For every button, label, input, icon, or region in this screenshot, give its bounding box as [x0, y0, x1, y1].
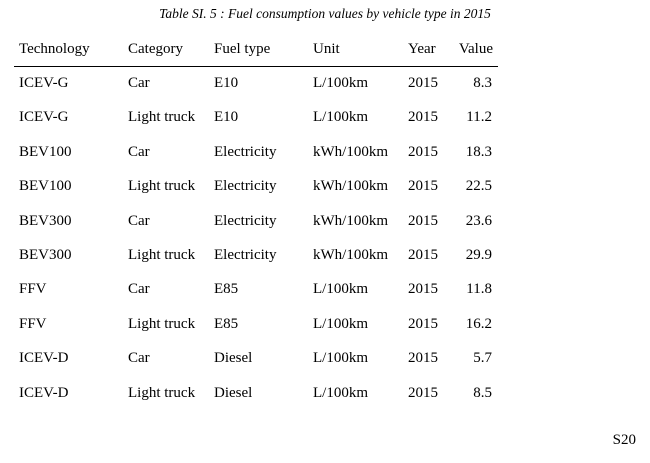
cell-year: 2015 [408, 246, 438, 263]
cell-fuel-type: Diesel [214, 350, 253, 367]
cell-fuel-type: E10 [214, 109, 239, 126]
cell-fuel-type: E85 [214, 315, 239, 332]
cell-technology: FFV [19, 315, 47, 332]
cell-technology: FFV [19, 281, 47, 298]
header-year: Year [408, 41, 436, 57]
table-header-row: Technology Category Fuel type Unit Year … [0, 36, 650, 62]
table-row: ICEV-D Car Diesel L/100km 2015 5.7 [0, 345, 650, 379]
cell-unit: L/100km [313, 75, 368, 91]
header-unit: Unit [313, 41, 340, 57]
cell-category: Light truck [128, 178, 196, 195]
cell-technology: BEV300 [19, 246, 72, 263]
cell-fuel-type: Electricity [214, 178, 277, 195]
table-body: ICEV-G Car E10 L/100km 2015 8.3 ICEV-G Light tr… [0, 70, 650, 414]
header-technology: Technology [19, 41, 90, 57]
cell-fuel-type: E85 [214, 281, 239, 298]
table-row: BEV300 Car Electricity kWh/100km 2015 23.6 [0, 208, 650, 242]
cell-technology: BEV300 [19, 212, 72, 229]
cell-unit: kWh/100km [313, 212, 388, 229]
cell-value: 11.8 [466, 281, 492, 298]
cell-technology: ICEV-G [19, 109, 69, 126]
cell-unit: L/100km [313, 384, 368, 401]
cell-category: Car [128, 350, 150, 367]
header-divider [14, 66, 498, 67]
cell-year: 2015 [408, 384, 438, 401]
table-row: ICEV-G Car E10 L/100km 2015 8.3 [0, 70, 650, 104]
page-number: S20 [612, 432, 636, 448]
cell-technology: ICEV-G [19, 75, 69, 91]
table-row: BEV300 Light truck Electricity kWh/100km 201… [0, 242, 650, 276]
table-row: BEV100 Car Electricity kWh/100km 2015 18.3 [0, 139, 650, 173]
table-caption: Table SI. 5 : Fuel consumption values by… [159, 6, 491, 21]
cell-value: 16.2 [465, 315, 492, 332]
cell-category: Car [128, 143, 150, 160]
cell-fuel-type: Diesel [214, 384, 253, 401]
cell-year: 2015 [408, 315, 438, 332]
cell-technology: BEV100 [19, 178, 72, 195]
cell-unit: L/100km [313, 109, 368, 126]
table-row: ICEV-G Light truck E10 L/100km 2015 11.2 [0, 104, 650, 138]
cell-category: Light truck [128, 109, 196, 126]
cell-fuel-type: Electricity [214, 246, 277, 263]
header-fuel-type: Fuel type [214, 41, 271, 57]
cell-year: 2015 [408, 75, 438, 91]
cell-year: 2015 [408, 212, 438, 229]
cell-value: 5.7 [473, 350, 492, 367]
table-row: FFV Car E85 L/100km 2015 11.8 [0, 276, 650, 310]
cell-technology: BEV100 [19, 143, 72, 160]
cell-value: 8.5 [473, 384, 492, 401]
cell-category: Car [128, 75, 150, 91]
cell-category: Light truck [128, 246, 196, 263]
cell-fuel-type: E10 [214, 75, 239, 91]
cell-technology: ICEV-D [19, 350, 69, 367]
cell-year: 2015 [408, 178, 438, 195]
cell-unit: kWh/100km [313, 246, 388, 263]
cell-category: Car [128, 212, 150, 229]
cell-value: 11.2 [466, 109, 492, 126]
cell-value: 22.5 [465, 178, 492, 195]
cell-year: 2015 [408, 109, 438, 126]
cell-fuel-type: Electricity [214, 143, 277, 160]
cell-unit: kWh/100km [313, 143, 388, 160]
cell-value: 18.3 [465, 143, 492, 160]
cell-unit: L/100km [313, 315, 368, 332]
cell-year: 2015 [408, 143, 438, 160]
cell-year: 2015 [408, 350, 438, 367]
cell-technology: ICEV-D [19, 384, 69, 401]
cell-category: Car [128, 281, 150, 298]
table-row: FFV Light truck E85 L/100km 2015 16.2 [0, 311, 650, 345]
cell-category: Light truck [128, 384, 196, 401]
fuel-consumption-table: Technology Category Fuel type Unit Year … [0, 36, 650, 62]
header-category: Category [128, 41, 183, 57]
cell-value: 8.3 [473, 75, 492, 91]
cell-unit: kWh/100km [313, 178, 388, 195]
cell-value: 23.6 [465, 212, 492, 229]
cell-value: 29.9 [465, 246, 492, 263]
cell-category: Light truck [128, 315, 196, 332]
cell-fuel-type: Electricity [214, 212, 277, 229]
table-row: BEV100 Light truck Electricity kWh/100km 201… [0, 173, 650, 207]
table-row: ICEV-D Light truck Diesel L/100km 2015 8.5 [0, 380, 650, 414]
cell-unit: L/100km [313, 281, 368, 298]
header-value: Value [458, 41, 493, 57]
cell-unit: L/100km [313, 350, 368, 367]
cell-year: 2015 [408, 281, 438, 298]
